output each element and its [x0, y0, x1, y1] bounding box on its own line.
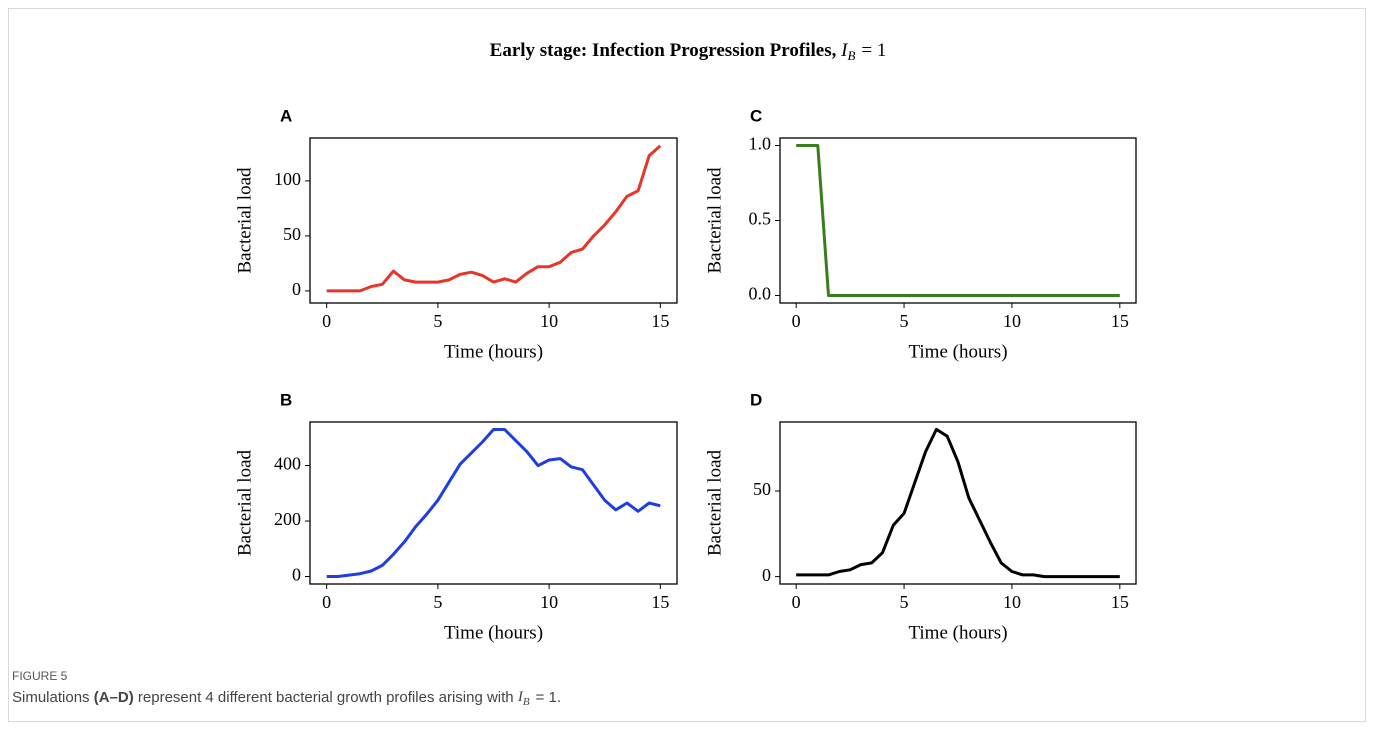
y-tick-label: 50 [283, 224, 301, 244]
x-tick-label: 10 [540, 592, 558, 612]
axes-frame [779, 421, 1137, 585]
caption-var: I [517, 689, 524, 705]
title-text: Early stage: Infection Progression Profi… [490, 40, 837, 61]
axes-frame [309, 421, 678, 585]
y-tick-label: 400 [274, 454, 301, 474]
x-tick-label: 5 [433, 311, 442, 331]
data-line [796, 144, 1120, 297]
y-axis-label: Bacterial load [704, 449, 725, 556]
y-axis-label: Bacterial load [234, 449, 255, 556]
y-axis-label: Bacterial load [234, 167, 255, 274]
y-tick-label: 1.0 [749, 134, 772, 154]
x-tick-label: 10 [1003, 592, 1021, 612]
data-line [326, 144, 662, 293]
x-tick-label: 15 [1111, 592, 1129, 612]
x-axis-label: Time (hours) [444, 341, 543, 362]
caption-sub: B [523, 696, 530, 708]
y-tick-label: 0.5 [749, 209, 772, 229]
caption-mid: represent 4 different bacterial growth p… [138, 689, 514, 706]
figure-title: Early stage: Infection Progression Profi… [490, 40, 887, 63]
x-tick-label: 5 [433, 592, 442, 612]
data-line [326, 428, 661, 578]
caption-panels: (A–D) [94, 689, 134, 706]
y-tick-label: 100 [274, 169, 301, 189]
y-tick-label: 0 [762, 565, 771, 585]
title-rest: = 1 [861, 40, 886, 61]
x-tick-label: 10 [1003, 311, 1021, 331]
panel-label: D [750, 390, 762, 409]
panel-label: A [280, 106, 292, 125]
y-tick-label: 0 [292, 279, 301, 299]
x-tick-label: 15 [651, 592, 669, 612]
figure-border [8, 8, 1366, 722]
x-tick-label: 5 [900, 311, 909, 331]
caption-rest: = 1. [536, 689, 561, 706]
axes-frame [309, 137, 678, 304]
y-tick-label: 0.0 [749, 284, 772, 304]
panel-label: B [280, 390, 292, 409]
caption-label: FIGURE 5 [12, 669, 68, 683]
title-var: I [840, 40, 849, 61]
x-axis-label: Time (hours) [908, 622, 1007, 643]
x-axis-label: Time (hours) [444, 622, 543, 643]
y-tick-label: 200 [274, 509, 301, 529]
x-tick-label: 0 [322, 311, 331, 331]
x-tick-label: 10 [540, 311, 558, 331]
x-tick-label: 0 [792, 311, 801, 331]
data-line [796, 427, 1120, 579]
x-tick-label: 15 [1111, 311, 1129, 331]
y-axis-label: Bacterial load [704, 167, 725, 274]
x-tick-label: 0 [792, 592, 801, 612]
caption-start: Simulations [12, 689, 90, 706]
panel-label: C [750, 106, 762, 125]
y-tick-label: 50 [753, 479, 771, 499]
caption-text: Simulations (A–D) represent 4 different … [12, 689, 561, 708]
axes-frame [779, 137, 1137, 304]
title-sub: B [847, 48, 855, 63]
y-tick-label: 0 [292, 565, 301, 585]
x-axis-label: Time (hours) [908, 341, 1007, 362]
x-tick-label: 15 [651, 311, 669, 331]
x-tick-label: 5 [900, 592, 909, 612]
x-tick-label: 0 [322, 592, 331, 612]
